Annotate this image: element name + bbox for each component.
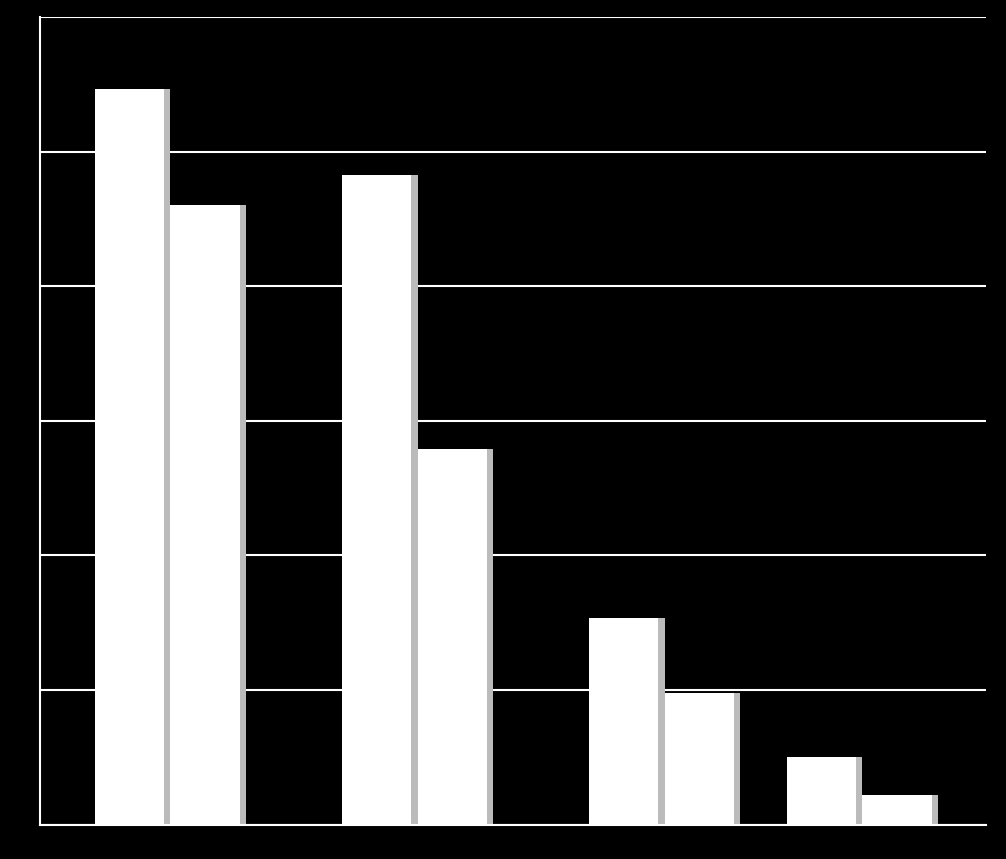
Bar	[671, 693, 740, 825]
Bar	[177, 205, 246, 825]
Bar	[589, 618, 658, 825]
Bar	[793, 757, 862, 825]
Bar	[425, 449, 493, 825]
Bar	[417, 449, 487, 825]
Bar	[596, 618, 665, 825]
Bar	[665, 693, 733, 825]
Bar	[787, 757, 856, 825]
Bar	[102, 88, 170, 825]
Bar	[170, 205, 239, 825]
Bar	[348, 175, 417, 825]
Bar	[862, 795, 932, 825]
Bar	[869, 795, 939, 825]
Bar	[95, 88, 164, 825]
Bar	[342, 175, 410, 825]
